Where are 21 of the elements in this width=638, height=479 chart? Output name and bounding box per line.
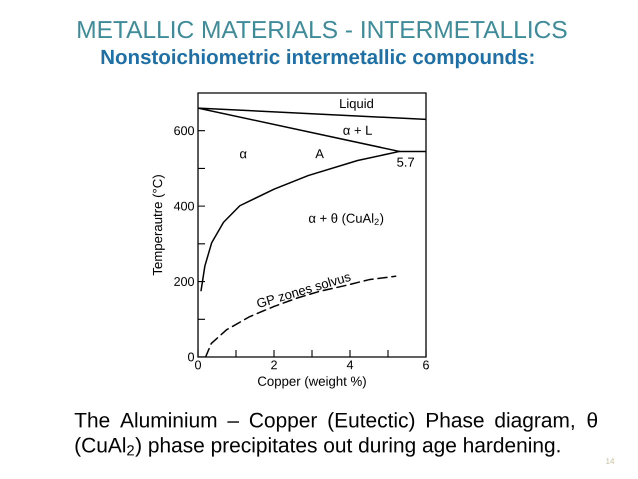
y-tick-label: 600 bbox=[174, 126, 194, 136]
annotation: α + L bbox=[343, 126, 372, 135]
y-tick-label: 200 bbox=[174, 277, 194, 286]
y-tick-label: 400 bbox=[174, 202, 194, 211]
text: GP zones solvus bbox=[257, 274, 351, 308]
chart-title: METALLIC MATERIALS - INTERMETALLICS bbox=[78, 20, 567, 38]
annotation: 5.7 bbox=[397, 158, 414, 167]
x-axis-title: Copper (weight %) bbox=[258, 376, 366, 388]
text: The Aluminium – Copper (Eutectic) Phase diagram, θ (CuAl$_{2}$) phase precipitates out during age hardening. bbox=[74, 412, 598, 457]
chart-subtitle: Nonstoichiometric intermetallic compounds: bbox=[102, 49, 534, 68]
x-tick-label: 4 bbox=[346, 360, 354, 370]
x-tick-label: 0 bbox=[195, 360, 201, 370]
text: 14 bbox=[606, 458, 614, 464]
x-tick-label: 2 bbox=[271, 360, 277, 370]
annotation: α bbox=[240, 151, 247, 158]
y-tick-label: 0 bbox=[188, 352, 194, 362]
y-axis-title: Temperautre (°C) bbox=[152, 175, 165, 276]
annotation: A bbox=[315, 149, 324, 158]
x-tick-label: 6 bbox=[423, 360, 429, 370]
annotation: Liquid bbox=[340, 98, 373, 111]
annotation: α + θ (CuAl$_{2}$) bbox=[308, 213, 384, 226]
